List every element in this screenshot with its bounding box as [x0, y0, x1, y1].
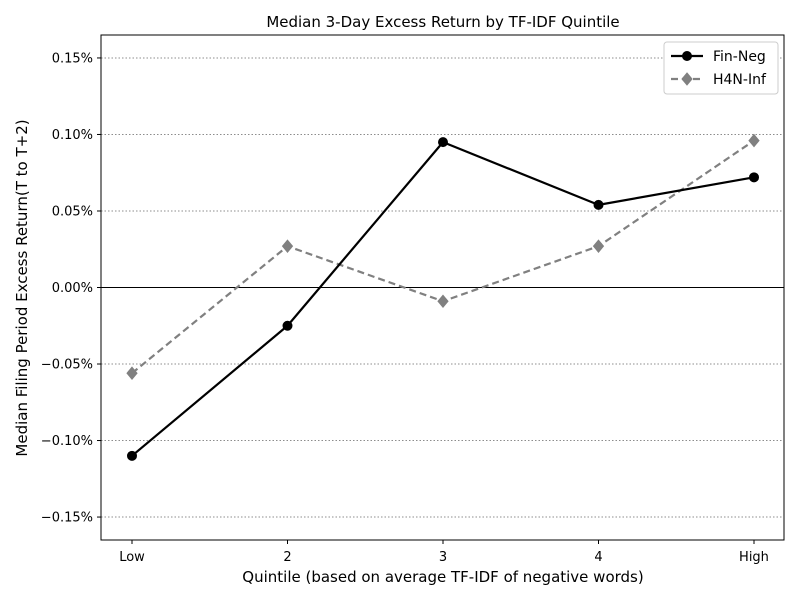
- y-tick-label: −0.05%: [41, 358, 93, 373]
- data-point-h4n-inf: [592, 239, 605, 253]
- series-layer: [126, 133, 760, 461]
- legend-entry-h4n-inf: H4N-Inf: [671, 72, 767, 88]
- legend-entry-fin-neg: Fin-Neg: [671, 49, 766, 65]
- y-axis-title: Median Filing Period Excess Return(T to …: [13, 119, 31, 456]
- y-tick-label: 0.15%: [52, 51, 93, 66]
- x-tick-label: 2: [283, 550, 291, 565]
- data-point-h4n-inf: [748, 133, 760, 148]
- data-point-fin-neg: [438, 137, 448, 148]
- y-tick-label: −0.10%: [41, 434, 93, 449]
- data-point-h4n-inf: [126, 366, 138, 380]
- x-tick-label: 4: [594, 550, 602, 565]
- series-fin-neg: [127, 137, 759, 461]
- legend-label-h4n-inf: H4N-Inf: [713, 72, 767, 88]
- data-point-fin-neg: [282, 320, 293, 331]
- data-point-h4n-inf: [437, 294, 449, 309]
- y-tick-label: −0.15%: [41, 511, 93, 526]
- data-point-h4n-inf: [281, 239, 294, 253]
- x-axis-title: Quintile (based on average TF-IDF of neg…: [242, 568, 643, 586]
- chart-title: Median 3-Day Excess Return by TF-IDF Qui…: [266, 13, 619, 31]
- legend: Fin-Neg H4N-Inf: [663, 41, 779, 95]
- x-tick-label: Low: [119, 550, 145, 565]
- y-axis-ticks: −0.15% −0.10% −0.05% 0.00% 0.05% 0.10% 0.15%: [41, 51, 101, 526]
- data-point-fin-neg: [593, 199, 604, 210]
- series-h4n-inf: [126, 133, 760, 380]
- legend-marker-shape: [682, 51, 692, 61]
- y-tick-label: 0.10%: [52, 128, 93, 143]
- legend-marker-fin-neg: [682, 51, 692, 61]
- legend-label-fin-neg: Fin-Neg: [713, 49, 766, 65]
- legend-marker-shape: [681, 72, 693, 86]
- legend-marker-h4n-inf: [681, 72, 693, 86]
- y-tick-label: 0.05%: [52, 204, 93, 219]
- data-point-fin-neg: [127, 450, 137, 461]
- data-point-fin-neg: [749, 172, 759, 183]
- y-tick-label: 0.00%: [52, 281, 93, 296]
- x-tick-label: 3: [439, 550, 447, 565]
- x-tick-label: High: [739, 550, 769, 565]
- x-axis-ticks: Low 2 3 4 High: [119, 540, 769, 565]
